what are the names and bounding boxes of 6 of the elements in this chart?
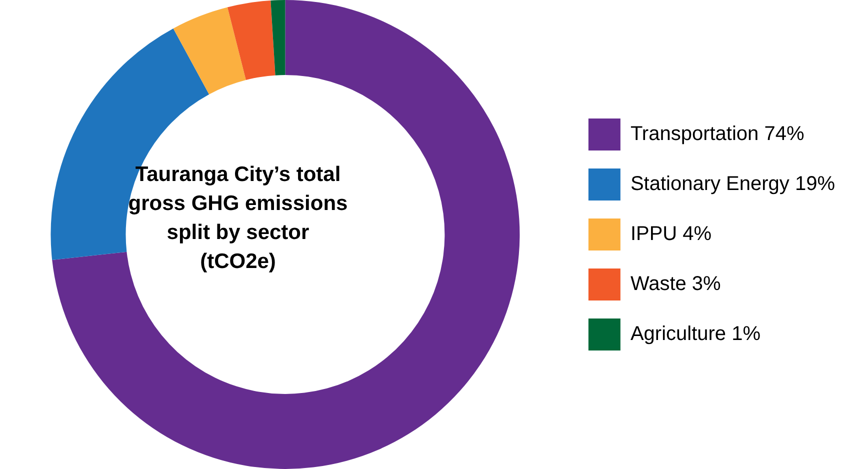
text: Tauranga City’s total gross GHG emissions split by sector (tCO2e) <box>128 162 348 275</box>
legend-label: Waste 3% <box>630 273 722 296</box>
legend-label: IPPU 4% <box>630 223 712 246</box>
legend-label: Transportation 74% <box>630 123 804 146</box>
legend-label: Agriculture 1% <box>630 323 761 346</box>
legend-label: Stationary Energy 19% <box>630 173 836 196</box>
